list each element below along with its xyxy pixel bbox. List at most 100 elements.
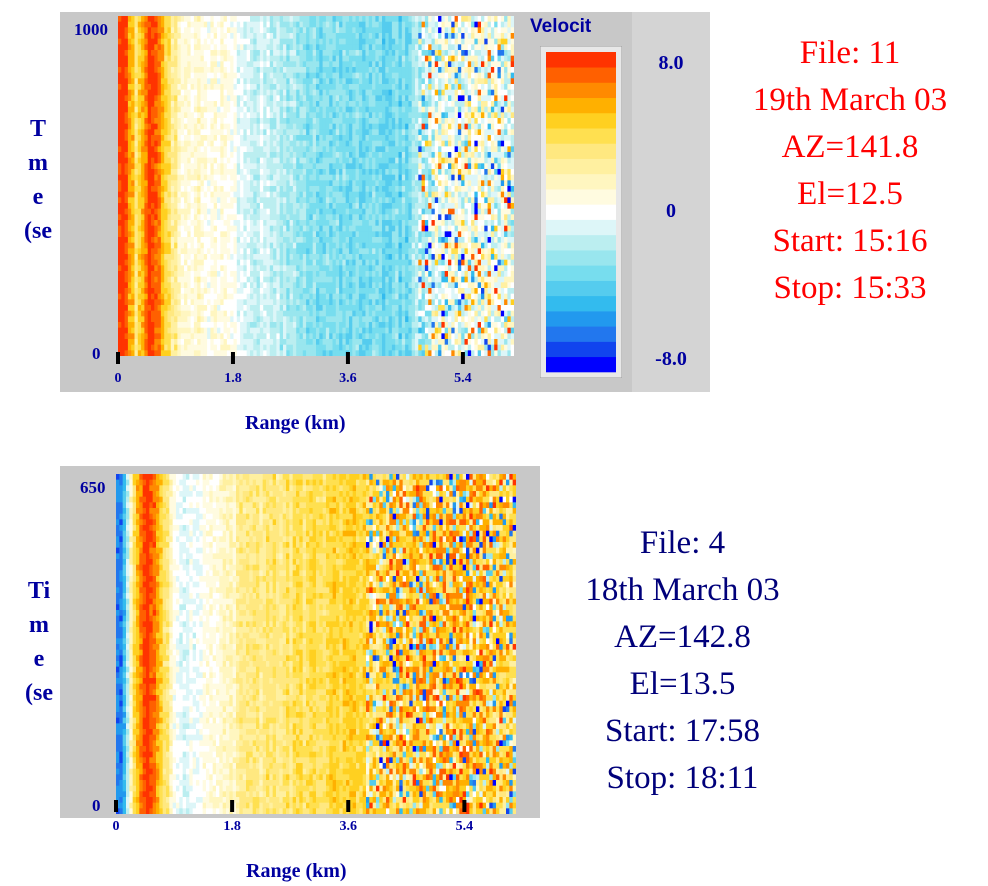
plot1-heatmap-cell xyxy=(197,299,201,306)
plot1-heatmap-cell xyxy=(170,50,175,57)
plot1-heatmap-cell xyxy=(306,259,310,266)
plot1-heatmap-cell xyxy=(134,220,139,227)
plot1-heatmap-cell xyxy=(118,322,122,329)
plot1-heatmap-cell xyxy=(226,67,231,74)
plot1-heatmap-cell xyxy=(283,259,287,266)
plot1-heatmap-cell xyxy=(325,27,330,34)
plot1-heatmap-cell xyxy=(193,333,198,340)
plot1-heatmap-cell xyxy=(151,33,155,40)
plot1-heatmap-cell xyxy=(223,282,228,289)
plot1-heatmap-cell xyxy=(250,89,254,96)
plot1-heatmap-cell xyxy=(365,16,370,23)
plot1-heatmap-cell xyxy=(134,305,139,312)
plot1-heatmap-cell xyxy=(203,27,208,34)
plot1-heatmap-cell xyxy=(365,327,370,334)
plot1-heatmap-cell xyxy=(223,84,228,91)
plot1-heatmap-cell xyxy=(250,112,254,119)
plot1-heatmap-cell xyxy=(250,50,254,57)
plot1-heatmap-cell xyxy=(279,322,284,329)
plot1-heatmap-cell xyxy=(322,225,327,232)
plot1-heatmap-cell xyxy=(355,242,360,249)
plot1-heatmap-cell xyxy=(382,208,386,215)
plot1-heatmap-cell xyxy=(147,191,152,198)
plot1-heatmap-cell xyxy=(296,259,300,266)
plot1-heatmap-cell xyxy=(160,231,165,238)
plot1-heatmap-cell xyxy=(385,310,389,317)
plot1-heatmap-cell xyxy=(134,316,139,323)
plot1-heatmap-cell xyxy=(127,191,132,198)
plot1-heatmap-cell xyxy=(273,180,277,187)
plot1-heatmap-cell xyxy=(355,191,360,198)
plot1-heatmap-cell xyxy=(382,242,386,249)
plot1-heatmap-cell xyxy=(193,146,198,153)
plot1-heatmap-cell xyxy=(193,118,198,125)
plot1-heatmap-cell xyxy=(342,316,347,323)
plot1-heatmap-cell xyxy=(137,276,142,283)
plot1-heatmap-cell xyxy=(233,276,238,283)
plot1-heatmap-cell xyxy=(180,112,185,119)
plot1-heatmap-cell xyxy=(259,225,264,232)
plot1-heatmap-cell xyxy=(259,197,264,204)
plot1-heatmap-cell xyxy=(223,135,228,142)
plot1-heatmap-cell xyxy=(368,61,373,68)
plot1-heatmap-cell xyxy=(349,106,353,113)
plot1-heatmap-cell xyxy=(141,350,145,356)
plot1-heatmap-cell xyxy=(253,237,257,244)
plot1-heatmap-cell xyxy=(127,16,132,23)
plot1-heatmap-cell xyxy=(177,163,182,170)
plot1-heatmap-cell xyxy=(127,197,132,204)
plot1-heatmap-cell xyxy=(154,118,158,125)
plot1-heatmap-cell xyxy=(309,140,314,147)
plot1-heatmap-cell xyxy=(358,118,363,125)
plot1-heatmap-cell xyxy=(217,129,221,136)
plot1-heatmap-cell xyxy=(157,237,162,244)
plot1-heatmap-cell xyxy=(121,225,125,232)
plot1-heatmap-cell xyxy=(273,282,277,289)
plot1-heatmap-cell xyxy=(207,146,211,153)
plot1-heatmap-cell xyxy=(187,152,191,159)
plot1-heatmap-cell xyxy=(385,157,389,164)
plot1-heatmap-cell xyxy=(197,146,201,153)
plot1-heatmap-cell xyxy=(174,146,178,153)
plot1-heatmap-cell xyxy=(200,327,205,334)
plot1-heatmap-cell xyxy=(352,118,356,125)
plot1-heatmap-cell xyxy=(174,169,178,176)
plot1-heatmap-cell xyxy=(164,322,168,329)
plot1-heatmap-cell xyxy=(144,135,149,142)
plot1-heatmap-cell xyxy=(378,237,383,244)
plot1-heatmap-cell xyxy=(289,265,294,272)
plot1-heatmap-cell xyxy=(210,146,215,153)
plot1-heatmap-cell xyxy=(246,265,251,272)
plot1-heatmap-cell xyxy=(170,242,175,249)
plot1-heatmap-cell xyxy=(223,305,228,312)
plot1-heatmap-cell xyxy=(184,327,188,334)
plot1-heatmap-cell xyxy=(177,299,182,306)
plot1-heatmap-cell xyxy=(279,293,284,300)
plot1-heatmap-cell xyxy=(160,237,165,244)
plot1-heatmap-cell xyxy=(283,186,287,193)
plot1-heatmap-cell xyxy=(154,27,158,34)
plot1-heatmap-cell xyxy=(276,305,281,312)
plot1-heatmap-cell xyxy=(200,282,205,289)
plot1-heatmap-cell xyxy=(378,310,383,317)
plot1-heatmap-cell xyxy=(147,112,152,119)
plot1-heatmap-cell xyxy=(289,322,294,329)
plot1-heatmap-cell xyxy=(174,78,178,85)
plot1-heatmap-cell xyxy=(355,214,360,221)
plot1-heatmap-cell xyxy=(263,237,267,244)
plot1-heatmap-cell xyxy=(220,322,224,329)
plot1-heatmap-cell xyxy=(180,135,185,142)
plot1-heatmap-cell xyxy=(121,305,125,312)
plot1-heatmap-cell xyxy=(309,84,314,91)
plot1-heatmap-cell xyxy=(352,208,356,215)
plot1-heatmap-cell xyxy=(213,101,218,108)
plot1-heatmap-cell xyxy=(345,38,350,45)
plot1-heatmap-cell xyxy=(243,84,248,91)
plot1-heatmap-cell xyxy=(352,33,356,40)
plot1-heatmap-cell xyxy=(217,299,221,306)
plot1-heatmap-cell xyxy=(342,282,347,289)
plot1-heatmap-cell xyxy=(147,231,152,238)
plot1-heatmap-cell xyxy=(349,344,353,351)
plot1-heatmap-cell xyxy=(124,186,129,193)
plot1-heatmap-cell xyxy=(266,288,271,295)
